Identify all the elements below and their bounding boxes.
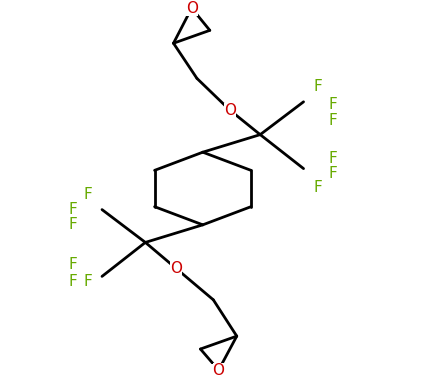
Text: F: F — [68, 274, 77, 288]
Text: F: F — [84, 187, 92, 202]
Text: F: F — [313, 180, 322, 195]
Text: F: F — [68, 202, 77, 217]
Text: O: O — [170, 261, 182, 276]
Text: F: F — [313, 79, 322, 94]
Text: F: F — [68, 257, 77, 272]
Text: F: F — [329, 150, 337, 166]
Text: F: F — [329, 113, 337, 128]
Text: F: F — [329, 166, 337, 181]
Text: O: O — [213, 363, 225, 378]
Text: F: F — [68, 217, 77, 232]
Text: F: F — [329, 97, 337, 112]
Text: F: F — [84, 274, 92, 288]
Text: O: O — [186, 1, 198, 15]
Text: O: O — [224, 102, 236, 118]
